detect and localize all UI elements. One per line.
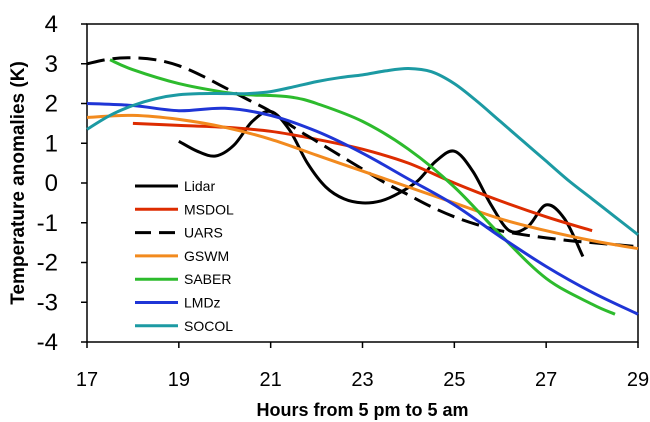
series-line-gswm (86, 113, 639, 251)
y-tick-label: -4 (37, 329, 58, 356)
series-line-lmdz (86, 102, 639, 316)
legend-label-saber: SABER (184, 271, 231, 287)
x-tick-label: 29 (627, 369, 649, 391)
legend-label-lidar: Lidar (184, 178, 215, 194)
series-line-socol (86, 66, 639, 236)
y-tick-label: -1 (37, 210, 58, 237)
y-tick-label: 3 (45, 51, 58, 78)
y-axis-title: Temperature anomalies (K) (8, 61, 29, 305)
plot-area (86, 23, 639, 343)
x-axis-title: Hours from 5 pm to 5 am (256, 400, 468, 420)
series-layer (86, 56, 639, 316)
legend-label-uars: UARS (184, 225, 223, 241)
x-tick-label: 25 (443, 369, 465, 391)
y-tick-label: -3 (37, 289, 58, 316)
x-tick-label: 17 (76, 369, 98, 391)
y-tick-label: 4 (45, 11, 58, 38)
y-tick-label: 0 (45, 170, 58, 197)
x-tick-label: 27 (535, 369, 557, 391)
legend-label-msdol: MSDOL (184, 201, 234, 217)
y-tick-label: -2 (37, 250, 58, 277)
y-tick-label: 2 (45, 91, 58, 118)
y-tick-label: 1 (45, 130, 58, 157)
x-tick-label: 23 (351, 369, 373, 391)
x-tick-label: 21 (260, 369, 282, 391)
legend-label-gswm: GSWM (184, 248, 229, 264)
x-tick-label: 19 (168, 369, 190, 391)
series-line-uars (86, 56, 639, 249)
x-axis: 17 19 21 23 25 27 29 (76, 342, 649, 391)
y-axis: 4 3 2 1 0 -1 -2 -3 -4 (37, 11, 87, 356)
series-line-saber (109, 58, 616, 316)
legend: Lidar MSDOL UARS GSWM SABER LMDz SOCOL (135, 178, 234, 334)
plot-frame (86, 23, 639, 343)
legend-label-socol: SOCOL (184, 318, 233, 334)
legend-label-lmdz: LMDz (184, 295, 221, 311)
series-line-msdol (132, 121, 593, 233)
